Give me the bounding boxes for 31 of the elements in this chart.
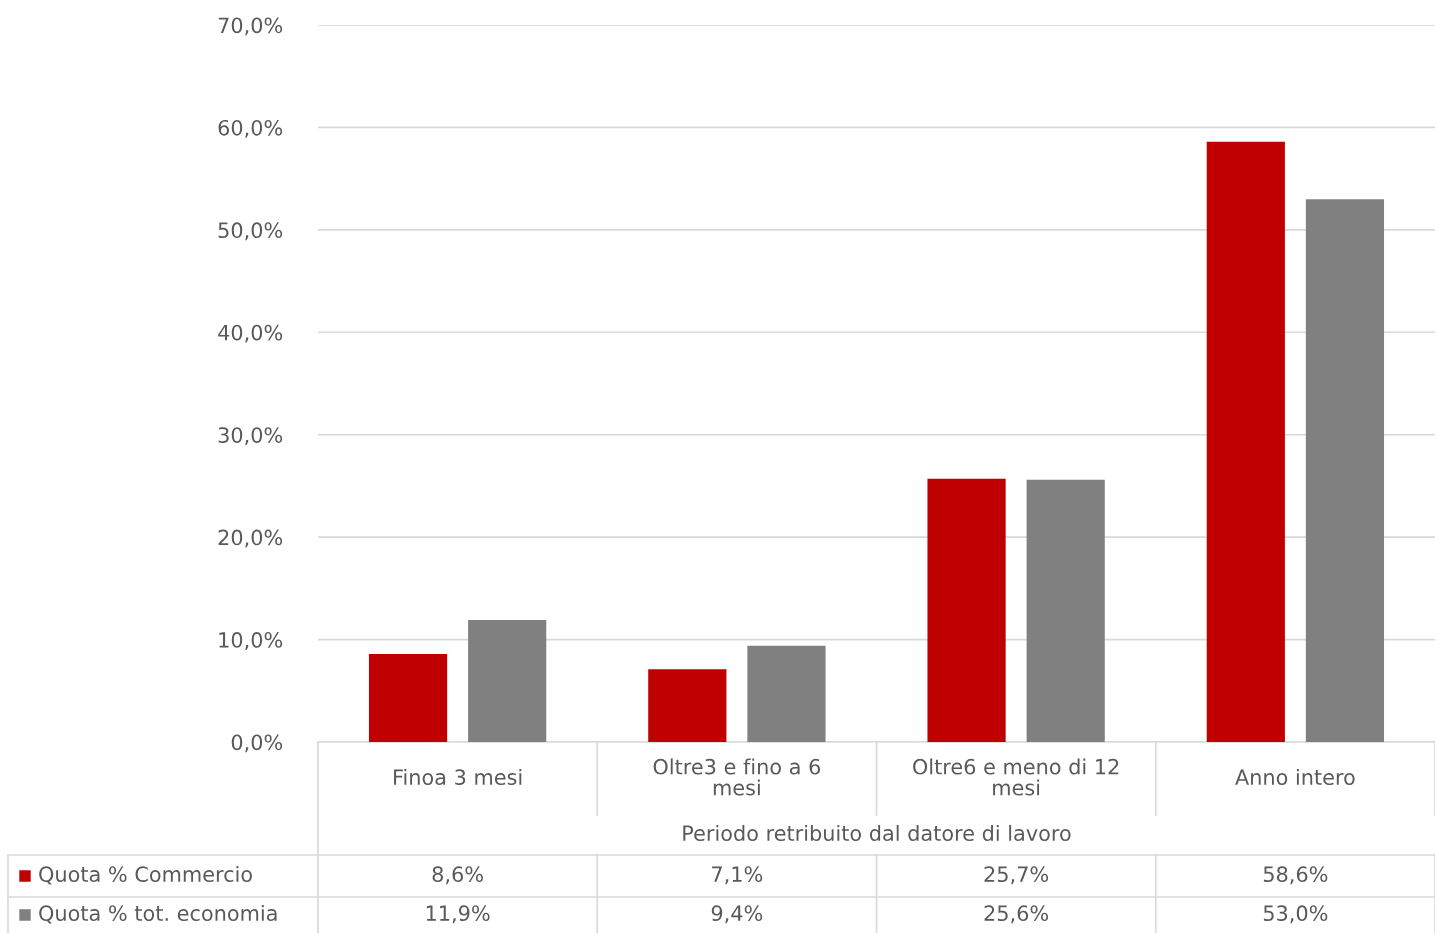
legend-label: Quota % Commercio: [39, 865, 252, 885]
x-tick-label: Oltre6 e meno di 12 mesi: [913, 758, 1119, 796]
y-tick-label: 70,0%: [218, 17, 283, 36]
bar: [747, 645, 826, 742]
bar: [927, 478, 1006, 742]
legend-label: Quota % tot. economia: [39, 904, 277, 924]
bar: [1206, 141, 1285, 742]
bar: [1026, 479, 1105, 742]
y-tick-label: 10,0%: [219, 632, 283, 650]
bar: [1305, 199, 1385, 742]
y-tick-label: 60,0%: [218, 119, 283, 138]
x-tick-label: Finoa 3 mesi: [394, 768, 522, 786]
y-tick-label: 30,0%: [218, 427, 283, 446]
y-tick-label: 20,0%: [218, 529, 283, 548]
x-axis-title: Periodo retribuito dal datore di lavoro: [683, 824, 1071, 842]
data-label: 58,6%: [1263, 866, 1328, 885]
y-tick-label: 40,0%: [218, 324, 283, 343]
y-tick-label: 0,0%: [231, 734, 283, 753]
bar: [648, 669, 727, 742]
x-tick-label: Oltre3 e fino a 6 mesi: [653, 758, 821, 796]
bar: [468, 620, 547, 742]
bar: [368, 653, 448, 742]
data-label: 11,9%: [426, 905, 490, 924]
data-label: 25,6%: [984, 905, 1049, 924]
data-label: 9,4%: [711, 905, 763, 924]
x-tick-label: Anno intero: [1235, 768, 1355, 786]
data-label: 25,7%: [984, 866, 1049, 885]
data-label: 7,1%: [712, 866, 763, 885]
data-label: 53,0%: [1263, 905, 1328, 924]
y-tick-label: 50,0%: [218, 222, 283, 241]
data-label: 8,6%: [432, 866, 483, 885]
